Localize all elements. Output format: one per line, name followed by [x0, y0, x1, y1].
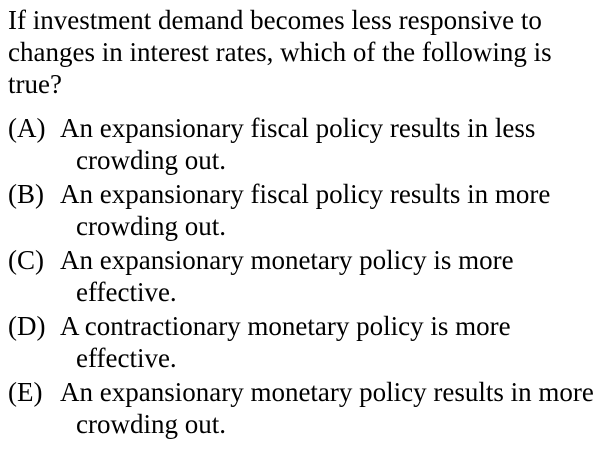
- answer-choices: (A) An expansionary fiscal policy result…: [8, 112, 600, 440]
- choice-letter: (D): [8, 311, 46, 341]
- choice-c: (C) An expansionary monetary policy is m…: [8, 244, 600, 308]
- choice-text: A contractionary monetary policy is more…: [60, 311, 511, 373]
- choice-e: (E) An expansionary monetary policy resu…: [8, 376, 600, 440]
- question-stem: If investment demand becomes less respon…: [8, 5, 552, 99]
- choice-letter: (E): [8, 377, 43, 407]
- choice-letter: (B): [8, 179, 44, 209]
- question-document: If investment demand becomes less respon…: [8, 4, 600, 442]
- choice-text: An expansionary fiscal policy results in…: [60, 179, 551, 241]
- choice-text: An expansionary monetary policy results …: [60, 377, 594, 439]
- choice-letter: (C): [8, 245, 44, 275]
- choice-b: (B) An expansionary fiscal policy result…: [8, 178, 600, 242]
- choice-d: (D) A contractionary monetary policy is …: [8, 310, 600, 374]
- choice-text: An expansionary monetary policy is more …: [60, 245, 514, 307]
- choice-letter: (A): [8, 113, 46, 143]
- choice-text: An expansionary fiscal policy results in…: [60, 113, 536, 175]
- choice-a: (A) An expansionary fiscal policy result…: [8, 112, 600, 176]
